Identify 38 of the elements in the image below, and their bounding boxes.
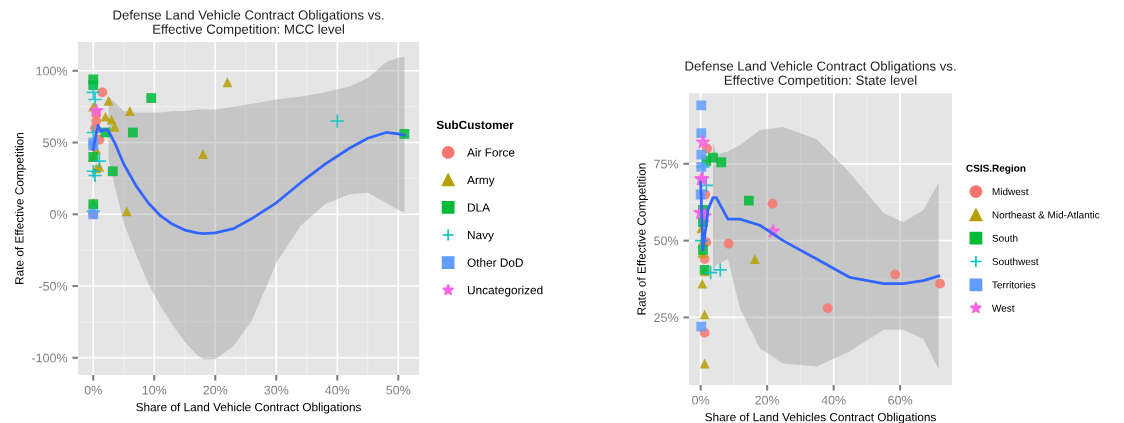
legend-label: Other DoD — [467, 258, 523, 267]
y-tick-label: 25% — [654, 313, 679, 323]
x-tick-label: 60% — [888, 395, 913, 405]
legend-title: CSIS.Region — [966, 164, 1026, 174]
y-tick-label: 75% — [654, 159, 679, 169]
legend-label: Army — [467, 175, 495, 187]
x-tick-label: 20% — [755, 395, 780, 405]
y-tick-label: -100% — [32, 353, 68, 363]
x-tick-label: 30% — [264, 385, 289, 395]
x-tick-label: 20% — [203, 385, 228, 395]
x-axis-title: Share of Land Vehicles Contract Obligations — [705, 412, 936, 423]
legend-label: Navy — [468, 231, 494, 242]
legend-label: DLA — [468, 203, 490, 212]
y-tick-label: 50% — [654, 236, 679, 246]
y-tick-label: -50% — [38, 281, 68, 291]
x-axis-title: Share of Land Vehicle Contract Obligations — [136, 402, 361, 414]
y-tick-label: 50% — [43, 138, 68, 148]
x-tick-label: 10% — [142, 385, 167, 395]
legend-label: Midwest — [992, 187, 1029, 196]
legend-label: Uncategorized — [467, 285, 543, 297]
legend-label: South — [992, 234, 1018, 242]
legend-label: Air Force — [467, 147, 515, 157]
x-tick-label: 50% — [386, 385, 411, 395]
y-tick-label: 0% — [50, 210, 68, 219]
y-axis-title: Rate of Effective Competition — [637, 163, 649, 315]
legend-title: SubCustomer — [436, 120, 514, 130]
x-tick-label: 0% — [692, 395, 710, 405]
x-tick-label: 0% — [84, 385, 102, 395]
x-tick-label: 40% — [821, 395, 846, 405]
legend-label: West — [991, 304, 1015, 312]
chart-title: Defense Land Vehicle Contract Obligations vs. Effective Competition: MCC level — [113, 9, 384, 37]
y-tick-label: 100% — [36, 66, 68, 76]
y-axis-title: Rate of Effective Competition — [14, 132, 26, 284]
chart-title: Defense Land Vehicle Contract Obligations vs. Effective Competition: State level — [685, 61, 956, 88]
legend-label: Southwest — [992, 257, 1039, 266]
legend-label: Northeast & Mid-Atlantic — [992, 211, 1100, 219]
legend-label: Territories — [992, 281, 1036, 289]
x-tick-label: 40% — [325, 385, 350, 395]
